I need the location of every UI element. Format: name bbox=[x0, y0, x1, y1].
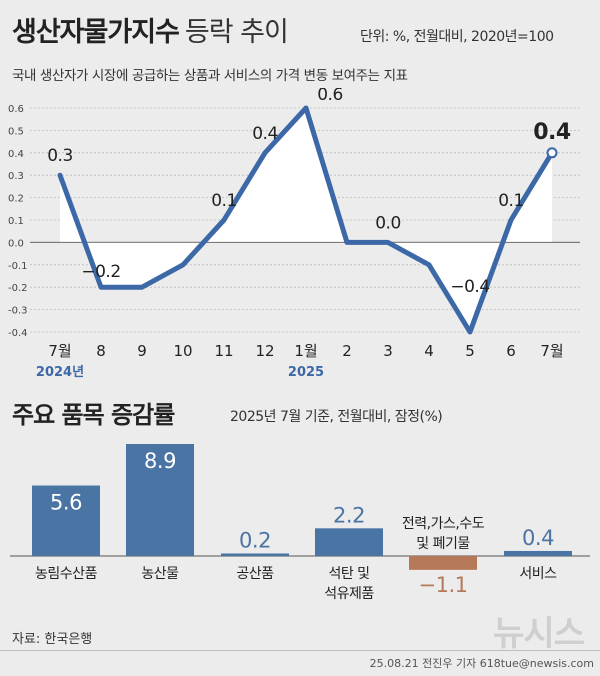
line-chart: 0.6 0.5 0.4 0.3 0.2 0.1 0.0 -0.1 -0.2 -0.3 -0.4 0.3… bbox=[8, 88, 580, 380]
y-tick-label: 0.6 bbox=[8, 104, 24, 115]
section2-subtitle: 2025년 7월 기준, 전월대비, 잠정(%) bbox=[230, 409, 443, 425]
x-year-label: 2025 bbox=[288, 365, 324, 380]
x-tick-label: 1월 bbox=[294, 342, 317, 360]
y-tick-label: 0.1 bbox=[8, 216, 24, 227]
x-tick-label: 10 bbox=[173, 342, 192, 360]
x-tick-label: 6 bbox=[506, 342, 516, 360]
end-point-marker bbox=[546, 147, 558, 159]
credit-note: 25.08.21 전진우 기자 618tue@newsis.com bbox=[369, 657, 594, 670]
source-note: 자료: 한국은행 bbox=[12, 632, 93, 647]
value-label: 2.2 bbox=[333, 503, 365, 527]
x-tick-label: 9 bbox=[137, 342, 147, 360]
y-tick-label: -0.4 bbox=[8, 328, 28, 339]
category-label: 서비스 bbox=[519, 566, 557, 582]
category-label: 석탄 및 bbox=[328, 566, 369, 582]
x-tick-label: 2 bbox=[342, 342, 352, 360]
y-tick-label: 0.0 bbox=[8, 238, 24, 249]
data-label: 0.0 bbox=[375, 213, 401, 233]
x-year-label: 2024년 bbox=[36, 365, 84, 380]
x-tick-label: 5 bbox=[465, 342, 475, 360]
bar bbox=[32, 485, 100, 556]
y-tick-label: -0.3 bbox=[8, 306, 28, 317]
value-label: 0.2 bbox=[239, 528, 271, 552]
title-sub: 등락 추이 bbox=[184, 17, 289, 48]
series-line bbox=[57, 105, 555, 335]
category-label: 공산품 bbox=[236, 566, 274, 582]
value-label: 8.9 bbox=[144, 449, 176, 473]
x-tick-label: 11 bbox=[214, 342, 233, 360]
category-label: 및 폐기물 bbox=[416, 536, 470, 552]
chart-title: 생산자물가지수 등락 추이 bbox=[12, 10, 289, 49]
x-tick-label: 7월 bbox=[48, 342, 71, 360]
y-tick-label: 0.2 bbox=[8, 194, 24, 205]
section2-title: 주요 품목 증감률 bbox=[12, 401, 175, 429]
category-label: 농림수산품 bbox=[35, 566, 98, 582]
value-label: −1.1 bbox=[419, 573, 468, 597]
title-main: 생산자물가지수 bbox=[12, 17, 180, 48]
x-tick-label: 12 bbox=[255, 342, 274, 360]
x-tick-label: 4 bbox=[424, 342, 434, 360]
bar bbox=[504, 550, 572, 556]
x-tick-label: 8 bbox=[96, 342, 106, 360]
data-label: 0.4 bbox=[252, 124, 278, 144]
data-label: −0.4 bbox=[450, 277, 489, 297]
y-tick-label: 0.4 bbox=[8, 149, 24, 160]
data-label: 0.1 bbox=[498, 191, 524, 211]
y-tick-label: -0.1 bbox=[8, 261, 28, 272]
value-label: 0.4 bbox=[522, 526, 554, 550]
y-tick-label: 0.3 bbox=[8, 171, 24, 182]
y-tick-label: 0.5 bbox=[8, 126, 24, 137]
data-label: 0.4 bbox=[533, 120, 571, 145]
data-label: 0.6 bbox=[317, 88, 343, 105]
bar bbox=[315, 528, 383, 556]
data-label: 0.1 bbox=[211, 191, 237, 211]
category-label: 석유제품 bbox=[324, 586, 374, 602]
data-label: 0.3 bbox=[47, 146, 73, 166]
data-label: −0.2 bbox=[81, 262, 120, 282]
bar bbox=[221, 553, 289, 556]
y-tick-label: -0.2 bbox=[8, 283, 28, 294]
area-fill bbox=[60, 108, 552, 332]
category-label: 전력,가스,수도 bbox=[402, 516, 485, 532]
watermark-logo: 뉴시스 bbox=[493, 614, 585, 654]
x-tick-label: 7월 bbox=[540, 342, 563, 360]
bar bbox=[409, 556, 477, 570]
x-tick-label: 3 bbox=[383, 342, 393, 360]
value-label: 5.6 bbox=[50, 491, 82, 515]
footer-divider bbox=[0, 650, 600, 651]
category-label: 농산물 bbox=[141, 566, 179, 582]
description: 국내 생산자가 시장에 공급하는 상품과 서비스의 가격 변동 보여주는 지표 bbox=[12, 68, 408, 84]
bar bbox=[126, 444, 194, 556]
unit-note: 단위: %, 전월대비, 2020년=100 bbox=[360, 29, 554, 45]
